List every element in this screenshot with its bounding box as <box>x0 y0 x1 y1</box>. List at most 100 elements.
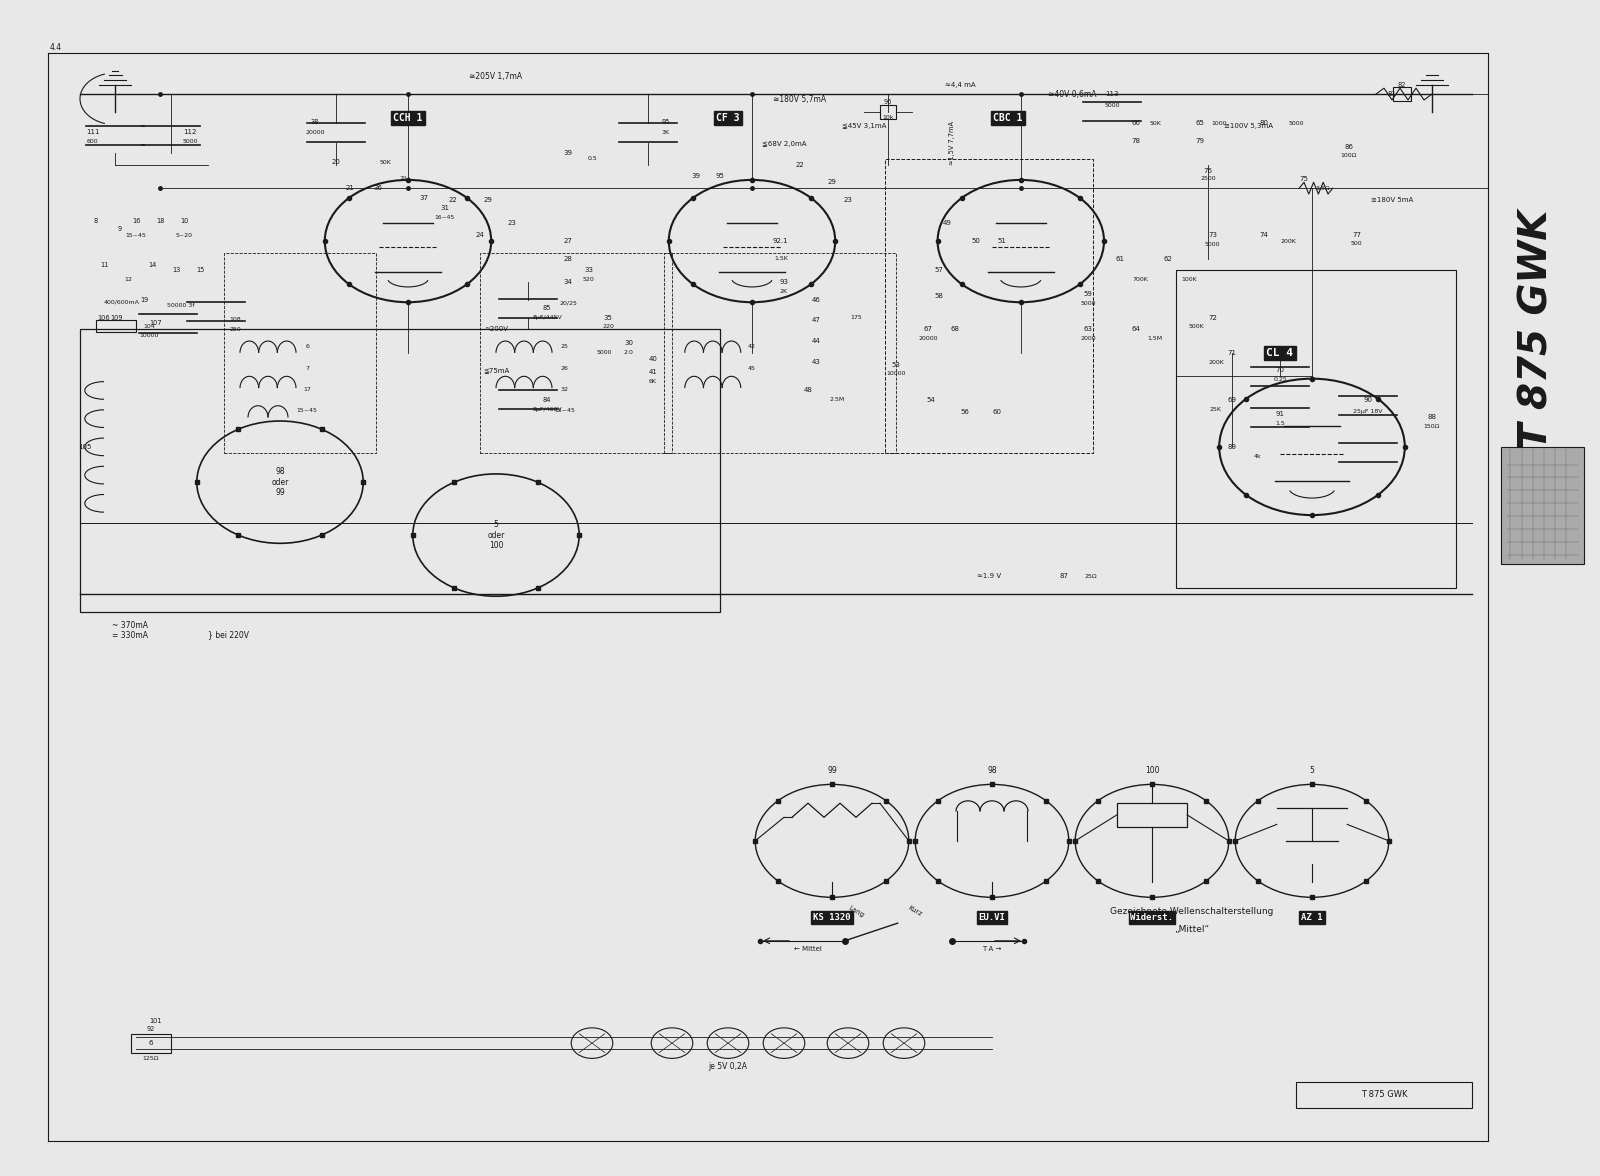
Bar <box>1501 447 1584 564</box>
Text: 5000: 5000 <box>597 350 613 355</box>
Bar <box>480 253 672 453</box>
Text: 5: 5 <box>1309 766 1315 775</box>
Text: 200K: 200K <box>1208 360 1224 365</box>
Text: 95: 95 <box>715 173 725 180</box>
Text: 12: 12 <box>125 278 131 282</box>
Text: ← Mittel: ← Mittel <box>794 946 822 953</box>
Text: 87: 87 <box>1059 573 1069 580</box>
Text: 109: 109 <box>110 314 123 321</box>
Text: ≅180V 5,7mA: ≅180V 5,7mA <box>773 95 827 105</box>
Text: 81: 81 <box>1387 91 1397 98</box>
Text: 100Ω: 100Ω <box>1341 153 1357 158</box>
Text: 3,5Ω: 3,5Ω <box>1315 186 1331 191</box>
Bar <box>1296 1082 1472 1108</box>
Text: 54: 54 <box>926 396 936 403</box>
Text: 71: 71 <box>1227 349 1237 356</box>
Text: 37: 37 <box>419 194 429 201</box>
Text: 43: 43 <box>811 359 821 366</box>
Text: 2.0: 2.0 <box>624 350 634 355</box>
Bar <box>224 253 376 453</box>
Text: 27: 27 <box>563 238 573 245</box>
Text: 20/25: 20/25 <box>558 301 578 306</box>
Text: 57: 57 <box>934 267 944 274</box>
Text: 20: 20 <box>331 159 341 166</box>
Text: 500: 500 <box>1350 241 1363 246</box>
Text: 104: 104 <box>142 325 155 329</box>
Text: 69: 69 <box>1227 396 1237 403</box>
Text: 64: 64 <box>1131 326 1141 333</box>
Text: 48: 48 <box>803 387 813 394</box>
Text: 20000: 20000 <box>306 131 325 135</box>
Text: 2II: 2II <box>400 176 406 181</box>
Text: 78: 78 <box>1131 138 1141 145</box>
Text: 76: 76 <box>1203 167 1213 174</box>
Text: 79: 79 <box>1195 138 1205 145</box>
Text: je 5V 0,2A: je 5V 0,2A <box>709 1062 747 1071</box>
Text: ≅180V 5mA: ≅180V 5mA <box>1371 196 1413 203</box>
Text: 65: 65 <box>1195 120 1205 127</box>
Text: 26: 26 <box>562 366 568 370</box>
Text: 96: 96 <box>883 99 893 106</box>
Text: 32: 32 <box>562 387 570 392</box>
Text: ≈1,5V 7,7mA: ≈1,5V 7,7mA <box>949 121 955 166</box>
Text: 7: 7 <box>306 366 309 370</box>
Text: 11: 11 <box>99 261 109 268</box>
Text: 80: 80 <box>1259 120 1269 127</box>
Text: CF 3: CF 3 <box>717 113 739 122</box>
Text: 500K: 500K <box>1189 325 1205 329</box>
Text: 108: 108 <box>229 318 242 322</box>
Text: 400/600mA: 400/600mA <box>104 300 139 305</box>
Text: 2K: 2K <box>779 289 789 294</box>
Text: 25: 25 <box>562 345 568 349</box>
Text: 14: 14 <box>147 261 157 268</box>
Text: 112: 112 <box>184 128 197 135</box>
Bar <box>1392 87 1411 101</box>
Text: 101: 101 <box>149 1017 162 1024</box>
Text: 10000: 10000 <box>139 333 158 338</box>
Text: 15: 15 <box>195 267 205 274</box>
Text: 100K: 100K <box>1181 278 1197 282</box>
Text: 200K: 200K <box>1280 239 1296 243</box>
Text: ~ 370mA: ~ 370mA <box>112 621 147 630</box>
Text: 33: 33 <box>584 267 594 274</box>
Text: 61: 61 <box>1115 255 1125 262</box>
Text: 600: 600 <box>86 139 99 143</box>
Bar <box>96 320 136 332</box>
Bar <box>1176 270 1456 588</box>
Text: 50K: 50K <box>379 160 392 165</box>
Text: 16: 16 <box>131 218 141 225</box>
Text: 84: 84 <box>542 396 552 403</box>
Bar <box>131 1034 171 1053</box>
Text: ≈4,4 mA: ≈4,4 mA <box>944 81 976 88</box>
Text: 34: 34 <box>563 279 573 286</box>
Text: 99: 99 <box>827 766 837 775</box>
Text: 29: 29 <box>483 196 493 203</box>
Text: 45: 45 <box>749 366 755 370</box>
Text: 59: 59 <box>1083 290 1093 298</box>
Text: „Mittel“: „Mittel“ <box>1174 924 1210 934</box>
Text: 10: 10 <box>179 218 189 225</box>
Text: 8μF/445V: 8μF/445V <box>533 315 562 320</box>
Bar <box>885 159 1093 453</box>
Text: 17: 17 <box>304 387 310 392</box>
Text: ≅205V 1,7mA: ≅205V 1,7mA <box>469 72 523 81</box>
Text: 111: 111 <box>86 128 99 135</box>
Text: EU.VI: EU.VI <box>979 913 1005 922</box>
Text: 250: 250 <box>229 327 242 332</box>
Text: 25K: 25K <box>1210 407 1222 412</box>
Text: ≨68V 2,0mA: ≨68V 2,0mA <box>762 140 806 147</box>
Text: 8: 8 <box>94 218 98 225</box>
Text: 66: 66 <box>1131 120 1141 127</box>
Text: 85: 85 <box>542 305 552 312</box>
Text: 92: 92 <box>146 1025 155 1033</box>
Bar <box>880 105 896 119</box>
Text: 50000 3f: 50000 3f <box>166 303 195 308</box>
Text: 1000: 1000 <box>1211 121 1227 126</box>
Text: 29: 29 <box>827 179 837 186</box>
Text: 39: 39 <box>691 173 701 180</box>
Bar <box>80 329 720 612</box>
Text: 23: 23 <box>507 220 517 227</box>
Text: 88: 88 <box>1427 414 1437 421</box>
Text: ≨45V 3,1mA: ≨45V 3,1mA <box>842 122 886 129</box>
Bar <box>664 253 896 453</box>
